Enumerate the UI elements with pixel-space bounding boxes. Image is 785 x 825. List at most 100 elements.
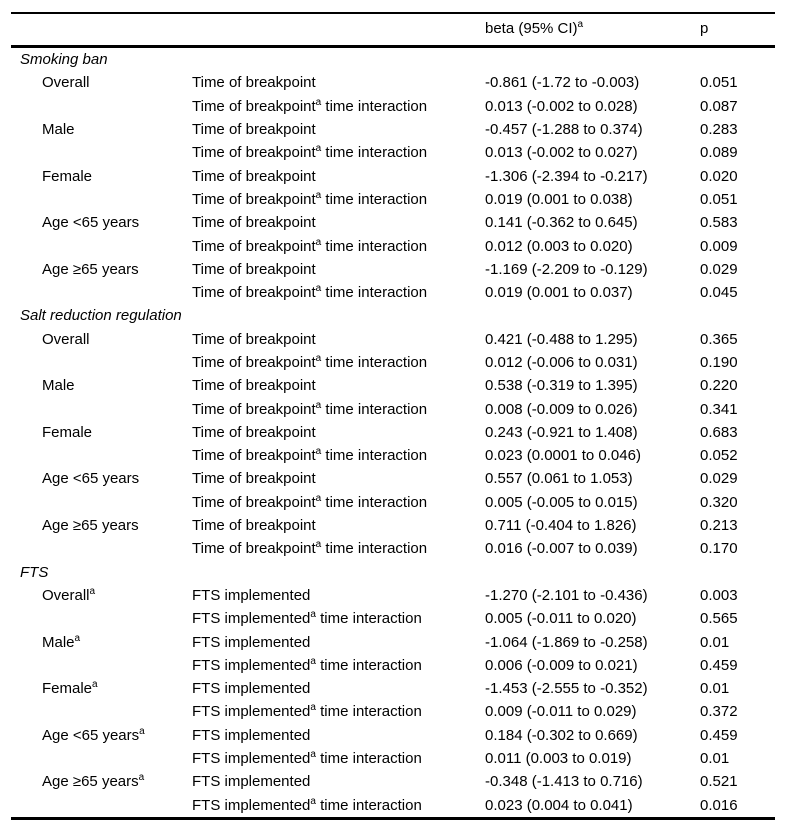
p-value: 0.051 <box>700 74 738 92</box>
beta-value: 0.538 (-0.319 to 1.395) <box>485 377 638 395</box>
beta-value: 0.011 (0.003 to 0.019) <box>485 750 632 768</box>
beta-value: -1.169 (-2.209 to -0.129) <box>485 260 648 278</box>
beta-value: 0.005 (-0.005 to 0.015) <box>485 493 638 511</box>
p-value: 0.320 <box>700 493 738 511</box>
variable-label: FTS implemented <box>192 750 311 768</box>
variable-label-suffix: time interaction <box>315 610 422 628</box>
variable-label: Time of breakpoint <box>192 330 316 348</box>
variable-label: FTS implemented <box>192 656 311 674</box>
variable-label: Time of breakpoint <box>192 540 316 558</box>
beta-value: 0.009 (-0.011 to 0.029) <box>485 703 637 721</box>
p-value: 0.051 <box>700 190 738 208</box>
variable-label: FTS implemented <box>192 726 311 744</box>
variable-label-suffix: time interaction <box>321 447 428 465</box>
beta-value: 0.013 (-0.002 to 0.027) <box>485 144 638 162</box>
variable-superscript: a <box>315 539 322 551</box>
table-row: Femalea FTS implemented -1.453 (-2.555 t… <box>11 677 775 700</box>
variable-label-suffix: time interaction <box>321 493 428 511</box>
group-superscript: a <box>139 725 145 737</box>
p-value: 0.01 <box>700 750 730 768</box>
table-row: FTS implementeda time interaction 0.005 … <box>11 607 775 630</box>
variable-label: Time of breakpoint <box>192 97 316 115</box>
section-title: FTS <box>20 563 49 581</box>
variable-superscript: a <box>310 795 316 807</box>
variable-label: Time of breakpoint <box>192 74 316 92</box>
table-row: Overall Time of breakpoint 0.421 (-0.488… <box>11 328 775 351</box>
variable-label-suffix: time interaction <box>321 97 428 115</box>
variable-superscript: a <box>315 399 322 411</box>
beta-value: 0.184 (-0.302 to 0.669) <box>485 726 638 744</box>
table-row: FTS implementeda time interaction 0.009 … <box>11 700 775 723</box>
beta-value: 0.006 (-0.009 to 0.021) <box>485 656 638 674</box>
table-row: Time of breakpointa time interaction 0.0… <box>11 491 775 514</box>
variable-label-suffix: time interaction <box>321 190 428 208</box>
variable-label: FTS implemented <box>192 610 311 628</box>
p-value: 0.029 <box>700 470 738 488</box>
variable-superscript: a <box>315 236 322 248</box>
p-value: 0.01 <box>700 680 730 698</box>
beta-value: 0.711 (-0.404 to 1.826) <box>485 517 637 535</box>
beta-value: 0.243 (-0.921 to 1.408) <box>485 423 638 441</box>
variable-label: Time of breakpoint <box>192 190 316 208</box>
p-value: 0.521 <box>700 773 738 791</box>
group-label: Overall <box>42 586 90 604</box>
beta-value: 0.012 (-0.006 to 0.031) <box>485 354 638 371</box>
group-label: Male <box>42 633 75 651</box>
beta-value: 0.005 (-0.011 to 0.020) <box>485 610 637 628</box>
beta-header-superscript: a <box>577 19 584 30</box>
variable-superscript: a <box>315 283 322 295</box>
beta-column-header: beta (95% CI)a <box>485 13 700 48</box>
table-row: FTS implementeda time interaction 0.023 … <box>11 794 775 819</box>
group-label: Male <box>42 377 75 395</box>
variable-label: FTS implemented <box>192 703 311 721</box>
variable-label-suffix: time interaction <box>321 144 428 162</box>
group-label: Overall <box>42 74 90 92</box>
variable-label: Time of breakpoint <box>192 470 316 488</box>
table-row: Age ≥65 years Time of breakpoint 0.711 (… <box>11 514 775 537</box>
p-value: 0.365 <box>700 330 738 348</box>
table-row: Time of breakpointa time interaction 0.0… <box>11 281 775 304</box>
table-row: Overalla FTS implemented -1.270 (-2.101 … <box>11 584 775 607</box>
variable-label: Time of breakpoint <box>192 354 316 371</box>
table-row: Time of breakpointa time interaction 0.0… <box>11 397 775 420</box>
variable-label: Time of breakpoint <box>192 517 316 535</box>
group-label: Age <65 years <box>42 726 140 744</box>
group-superscript: a <box>138 772 145 784</box>
header-row: beta (95% CI)a p <box>11 13 775 48</box>
variable-label-suffix: time interaction <box>321 400 428 418</box>
variable-label: Time of breakpoint <box>192 400 316 418</box>
variable-label: Time of breakpoint <box>192 121 316 139</box>
p-value: 0.020 <box>700 167 738 185</box>
variable-label: Time of breakpoint <box>192 214 316 232</box>
section-header-row: Smoking ban <box>11 47 775 72</box>
beta-value: 0.019 (0.001 to 0.037) <box>485 284 633 302</box>
section-title: Salt reduction regulation <box>20 307 182 325</box>
variable-label: FTS implemented <box>192 680 311 698</box>
empty-header-cell <box>192 13 485 48</box>
beta-value: 0.016 (-0.007 to 0.039) <box>485 540 638 558</box>
group-label: Age ≥65 years <box>42 517 139 535</box>
beta-value: 0.013 (-0.002 to 0.028) <box>485 97 638 115</box>
table-row: Age ≥65 years Time of breakpoint -1.169 … <box>11 258 775 281</box>
table-row: Time of breakpointa time interaction 0.0… <box>11 351 775 374</box>
p-value: 0.089 <box>700 144 738 162</box>
group-superscript: a <box>74 632 81 644</box>
variable-label: FTS implemented <box>192 796 311 814</box>
p-value: 0.565 <box>700 610 738 628</box>
p-value: 0.016 <box>700 796 738 814</box>
group-label: Female <box>42 680 93 698</box>
beta-value: 0.023 (0.004 to 0.041) <box>485 796 633 814</box>
group-superscript: a <box>92 679 98 691</box>
beta-value: 0.421 (-0.488 to 1.295) <box>485 330 638 348</box>
variable-superscript: a <box>310 609 316 621</box>
beta-value: -1.270 (-2.101 to -0.436) <box>485 586 648 604</box>
table-row: Female Time of breakpoint 0.243 (-0.921 … <box>11 421 775 444</box>
variable-label: Time of breakpoint <box>192 423 316 441</box>
table-row: Male Time of breakpoint -0.457 (-1.288 t… <box>11 118 775 141</box>
beta-value: -1.064 (-1.869 to -0.258) <box>485 633 648 651</box>
group-label: Age ≥65 years <box>42 260 139 278</box>
p-value: 0.213 <box>700 517 738 535</box>
table-row: Age ≥65 yearsa FTS implemented -0.348 (-… <box>11 770 775 793</box>
table-row: FTS implementeda time interaction 0.011 … <box>11 747 775 770</box>
